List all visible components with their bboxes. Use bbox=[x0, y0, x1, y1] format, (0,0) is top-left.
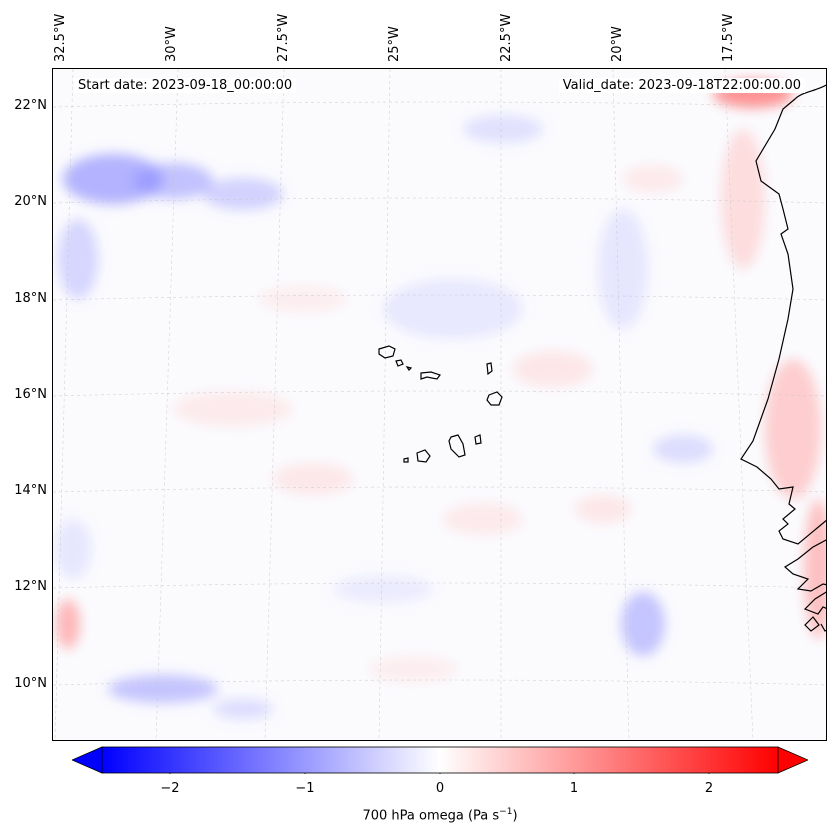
lat-label-16n: 16°N bbox=[14, 387, 47, 402]
colorbar-tick-minus-1: −1 bbox=[295, 781, 315, 796]
colorbar-label: 700 hPa omega (Pa s−1) bbox=[362, 807, 518, 824]
omega-field-map bbox=[53, 69, 826, 740]
omega-contours bbox=[55, 80, 826, 719]
boa-vista-island bbox=[486, 391, 503, 406]
lat-label-20n: 20°N bbox=[14, 194, 47, 209]
map-panel bbox=[52, 68, 827, 741]
lat-label-18n: 18°N bbox=[14, 291, 47, 306]
sao-nicolau-island bbox=[420, 371, 441, 380]
colorbar-tick-2: 2 bbox=[704, 781, 714, 796]
santa-luzia-island bbox=[405, 366, 413, 371]
lon-label-32-5w: 32.5°W bbox=[53, 13, 68, 62]
santo-antao-island bbox=[378, 345, 396, 359]
lon-label-27-5w: 27.5°W bbox=[276, 13, 291, 62]
colorbar-tick-0: 0 bbox=[435, 781, 445, 796]
lat-label-12n: 12°N bbox=[14, 579, 47, 594]
coastline bbox=[740, 84, 826, 632]
sal-island bbox=[486, 362, 493, 376]
colorbar bbox=[72, 746, 808, 774]
colorbar-gradient bbox=[101, 746, 779, 774]
colorbar-extend-min bbox=[72, 746, 103, 774]
lon-label-22-5w: 22.5°W bbox=[499, 13, 514, 62]
maio-island bbox=[474, 434, 482, 445]
lat-label-14n: 14°N bbox=[14, 483, 47, 498]
lon-label-30w: 30°W bbox=[164, 26, 179, 62]
west-africa-coast bbox=[740, 84, 826, 545]
brava-island bbox=[403, 457, 409, 463]
santiago-island bbox=[448, 434, 466, 458]
colorbar-extend-max bbox=[777, 746, 808, 774]
start-date-label: Start date: 2023-09-18_00:00:00 bbox=[74, 78, 297, 93]
fogo-island bbox=[416, 449, 431, 463]
lat-label-10n: 10°N bbox=[14, 676, 47, 691]
lat-label-22n: 22°N bbox=[14, 98, 47, 113]
lon-label-25w: 25°W bbox=[387, 26, 402, 62]
colorbar-tick-minus-2: −2 bbox=[160, 781, 180, 796]
lon-label-17-5w: 17.5°W bbox=[721, 13, 736, 62]
cape-verde-islands bbox=[378, 345, 503, 463]
colorbar-tick-1: 1 bbox=[569, 781, 579, 796]
lon-label-20w: 20°W bbox=[610, 26, 625, 62]
valid-date-label: Valid_date: 2023-09-18T22:00:00.00 bbox=[558, 78, 805, 93]
sao-vicente-island bbox=[395, 359, 404, 367]
graticule bbox=[53, 69, 826, 740]
